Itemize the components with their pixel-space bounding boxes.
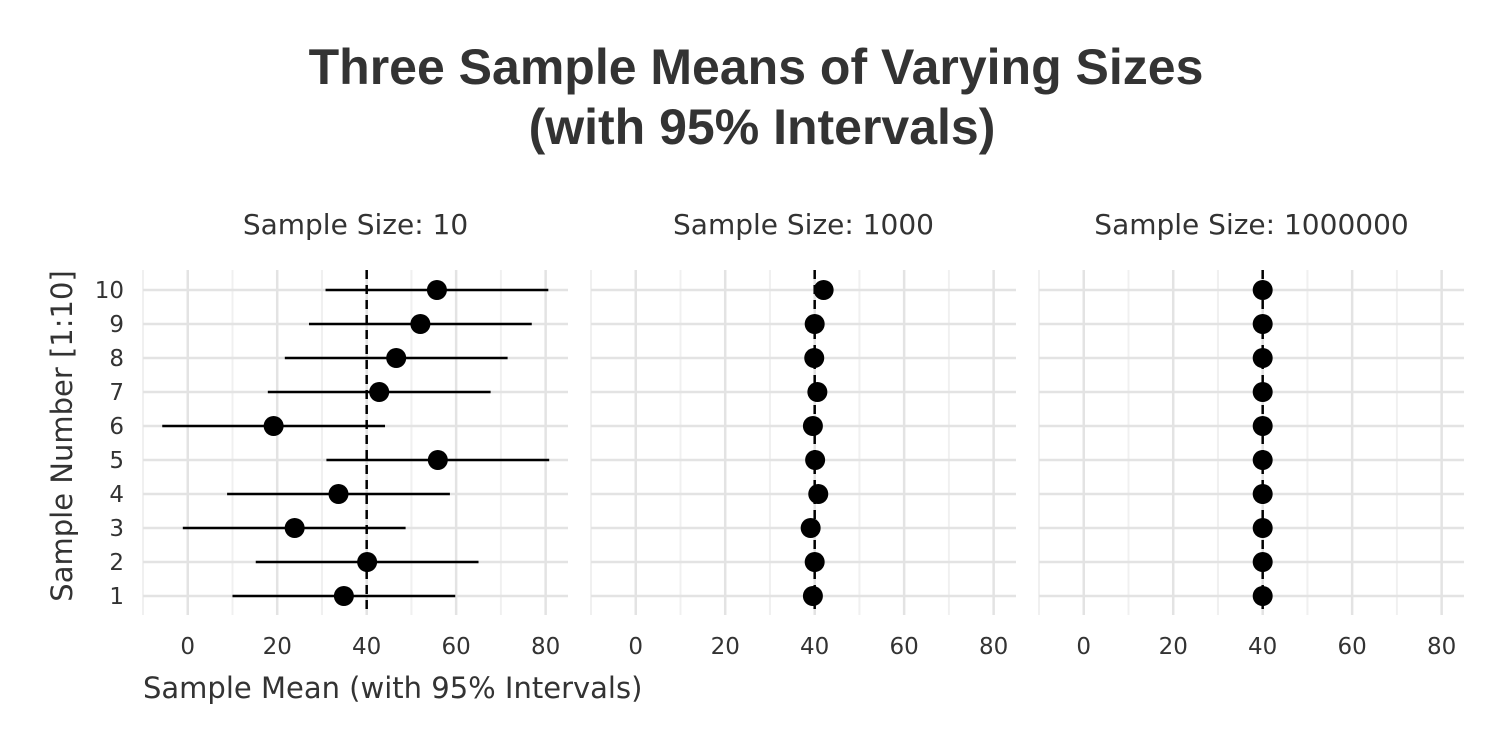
facet-panels: Sample Size: 100 20 40 60 8012345678910Sampl… [95,208,1464,660]
mean-point [1252,518,1273,538]
facet-panel: Sample Size: 10 0 20 40 60 80 1 2 3 4 5 6 7 8 9 10 [95,208,568,660]
y-tick-label: 8 [109,346,124,372]
mean-point [1252,450,1273,470]
mean-point [802,586,823,606]
x-tick-label: 80 [1427,634,1456,660]
y-tick-label: 3 [109,516,124,542]
mean-point [284,518,305,538]
x-tick-label: 0 [1076,634,1091,660]
x-tick-label: 40 [352,634,381,660]
x-tick-label: 80 [979,634,1008,660]
y-axis-title: Sample Number [1:10] [45,270,79,601]
mean-point [1252,314,1273,334]
y-tick-label: 6 [109,414,124,440]
mean-point [369,382,390,402]
mean-point [1252,348,1273,368]
y-tick-label: 1 [109,584,124,610]
y-tick-label: 2 [109,550,124,576]
mean-point [427,450,448,470]
mean-point [1252,416,1273,436]
x-tick-label: 60 [442,634,471,660]
chart-title-line-1: Three Sample Means of Varying Sizes [309,39,1204,95]
x-tick-label: 60 [890,634,919,660]
x-tick-label: 20 [263,634,292,660]
y-tick-label: 9 [109,312,124,338]
facet-strip-label: Sample Size: 10 [243,208,468,241]
mean-point [802,416,823,436]
mean-point [333,586,354,606]
mean-point [1252,586,1273,606]
mean-point [410,314,431,334]
mean-point [807,382,828,402]
x-tick-label: 20 [711,634,740,660]
x-tick-label: 60 [1338,634,1367,660]
facet-strip-label: Sample Size: 1000000 [1094,208,1408,241]
mean-point [357,552,378,572]
chart-title-line-2: (with 95% Intervals) [529,99,996,155]
mean-point [804,348,825,368]
mean-point [805,450,826,470]
mean-point [386,348,407,368]
facet-strip-label: Sample Size: 1000 [673,208,934,241]
facet-panel: Sample Size: 1000 0 20 40 60 80 [590,208,1016,660]
mean-point [1252,484,1273,504]
y-tick-label: 4 [109,482,124,508]
mean-point [808,484,829,504]
x-tick-label: 40 [800,634,829,660]
x-tick-label: 40 [1248,634,1277,660]
y-tick-label: 5 [109,448,124,474]
mean-point [813,280,834,300]
mean-point [804,314,825,334]
y-tick-label: 7 [109,380,124,406]
mean-point [1252,382,1273,402]
mean-point [1252,280,1273,300]
mean-point [800,518,821,538]
x-axis-title: Sample Mean (with 95% Intervals) [143,671,642,705]
x-tick-label: 0 [628,634,643,660]
facet-panel: Sample Size: 1000000 0 20 40 60 80 [1038,208,1464,660]
y-tick-label: 10 [95,278,124,304]
x-tick-label: 0 [180,634,195,660]
x-tick-label: 80 [531,634,560,660]
mean-point [328,484,349,504]
mean-point [263,416,284,436]
mean-point [426,280,447,300]
mean-point [804,552,825,572]
mean-point [1252,552,1273,572]
x-tick-label: 20 [1159,634,1188,660]
